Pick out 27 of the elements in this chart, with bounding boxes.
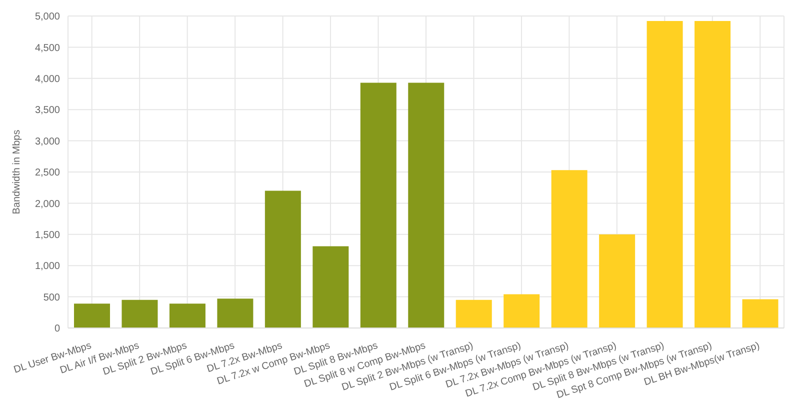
bar (551, 170, 588, 328)
bar (312, 246, 349, 328)
y-axis-title: Bandwidth in Mbps (12, 130, 23, 214)
bar (74, 304, 110, 328)
bar (742, 299, 778, 328)
y-tick-label: 5,000 (34, 12, 60, 23)
bar (646, 20, 683, 328)
bar (456, 300, 492, 328)
bar (599, 234, 636, 328)
y-tick-label: 2,500 (34, 168, 60, 179)
y-tick-label: 2,000 (34, 198, 60, 210)
bar (122, 300, 158, 328)
y-tick-label: 1,000 (34, 261, 60, 272)
y-tick-label: 500 (43, 292, 60, 304)
y-tick-label: 4,500 (34, 42, 60, 54)
y-tick-label: 3,500 (34, 105, 60, 116)
bar (408, 82, 444, 328)
y-tick-label: 1,500 (34, 230, 60, 241)
bar (264, 190, 301, 328)
bar (504, 294, 540, 328)
bar (360, 82, 396, 328)
bar (217, 298, 254, 328)
y-tick-label: 3,000 (34, 136, 60, 148)
bar (694, 20, 731, 328)
y-tick-label: 4,000 (34, 74, 60, 85)
y-tick-label: 0 (54, 324, 60, 335)
bar (169, 304, 206, 328)
